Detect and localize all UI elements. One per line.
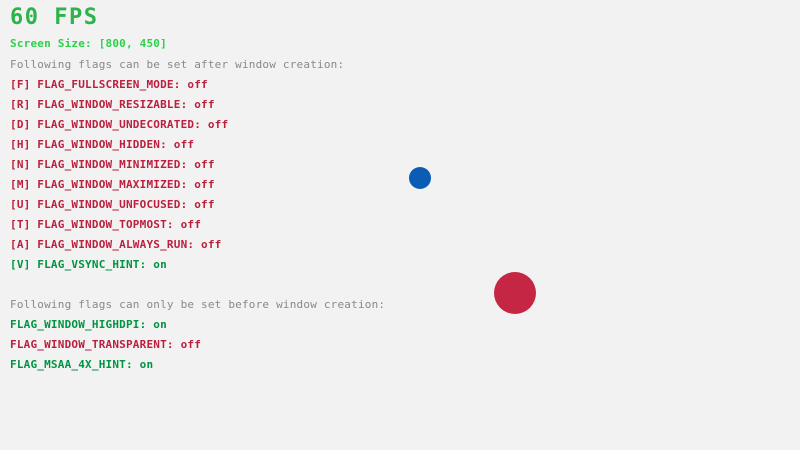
flag-row-flag-window-undecorated[interactable]: [D] FLAG_WINDOW_UNDECORATED: off xyxy=(10,118,229,131)
section-header-before-creation: Following flags can only be set before w… xyxy=(10,298,386,311)
fps-counter: 60 FPS xyxy=(10,5,99,30)
flag-row-flag-window-always-run[interactable]: [A] FLAG_WINDOW_ALWAYS_RUN: off xyxy=(10,238,222,251)
blue-ball xyxy=(409,167,431,189)
red-ball xyxy=(494,272,536,314)
flag-row-flag-window-minimized[interactable]: [N] FLAG_WINDOW_MINIMIZED: off xyxy=(10,158,215,171)
flag-row-flag-fullscreen-mode[interactable]: [F] FLAG_FULLSCREEN_MODE: off xyxy=(10,78,208,91)
flag-row-flag-window-resizable[interactable]: [R] FLAG_WINDOW_RESIZABLE: off xyxy=(10,98,215,111)
screen-size-label: Screen Size: [800, 450] xyxy=(10,37,167,50)
flag-row-flag-vsync-hint[interactable]: [V] FLAG_VSYNC_HINT: on xyxy=(10,258,167,271)
flag-row-flag-window-unfocused[interactable]: [U] FLAG_WINDOW_UNFOCUSED: off xyxy=(10,198,215,211)
flag-row-flag-window-maximized[interactable]: [M] FLAG_WINDOW_MAXIMIZED: off xyxy=(10,178,215,191)
flag-row-flag-msaa-4x-hint[interactable]: FLAG_MSAA_4X_HINT: on xyxy=(10,358,154,371)
flag-row-flag-window-topmost[interactable]: [T] FLAG_WINDOW_TOPMOST: off xyxy=(10,218,202,231)
flag-row-flag-window-transparent[interactable]: FLAG_WINDOW_TRANSPARENT: off xyxy=(10,338,202,351)
flag-row-flag-window-hidden[interactable]: [H] FLAG_WINDOW_HIDDEN: off xyxy=(10,138,195,151)
section-header-after-creation: Following flags can be set after window … xyxy=(10,58,345,71)
flag-row-flag-window-highdpi[interactable]: FLAG_WINDOW_HIGHDPI: on xyxy=(10,318,167,331)
